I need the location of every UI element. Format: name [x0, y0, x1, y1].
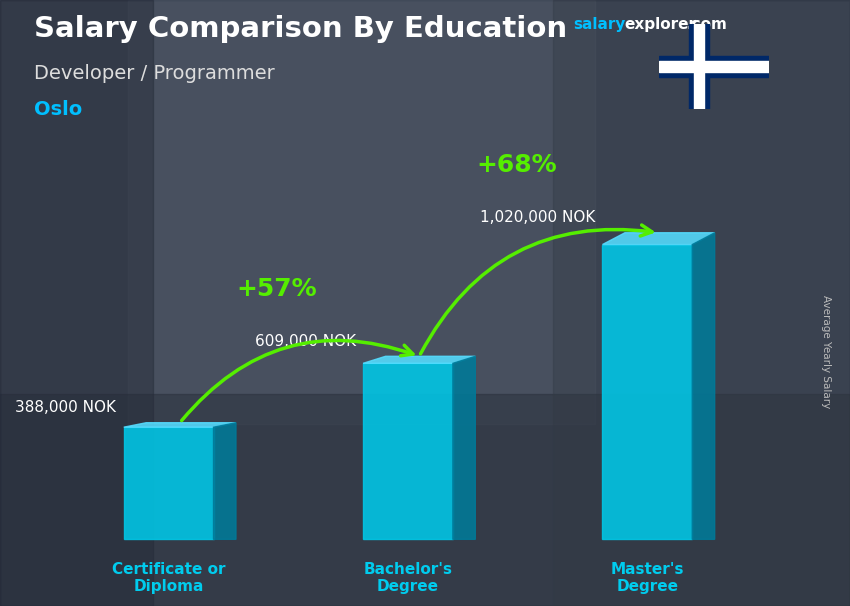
Bar	[552, 0, 850, 606]
Text: Developer / Programmer: Developer / Programmer	[34, 64, 275, 82]
Polygon shape	[363, 356, 475, 364]
Text: 1,020,000 NOK: 1,020,000 NOK	[479, 210, 595, 225]
Bar	[124, 427, 213, 539]
Text: Salary Comparison By Education: Salary Comparison By Education	[34, 15, 567, 43]
Text: Master's
Degree: Master's Degree	[610, 562, 684, 594]
Bar	[603, 245, 692, 539]
Bar	[0, 0, 153, 606]
Text: Certificate or
Diploma: Certificate or Diploma	[112, 562, 225, 594]
Text: +68%: +68%	[476, 153, 557, 177]
Polygon shape	[603, 233, 715, 245]
Text: 609,000 NOK: 609,000 NOK	[254, 334, 355, 349]
Text: explorer: explorer	[625, 17, 697, 32]
Bar	[688, 24, 709, 109]
Polygon shape	[124, 423, 236, 427]
Polygon shape	[453, 356, 475, 539]
Polygon shape	[692, 233, 715, 539]
Bar	[659, 61, 769, 72]
Text: .com: .com	[687, 17, 728, 32]
Bar	[128, 0, 595, 424]
Text: Oslo: Oslo	[34, 100, 82, 119]
Text: +57%: +57%	[237, 277, 317, 301]
Text: Bachelor's
Degree: Bachelor's Degree	[364, 562, 452, 594]
Bar	[363, 364, 453, 539]
Text: Average Yearly Salary: Average Yearly Salary	[821, 295, 831, 408]
Bar	[0, 394, 850, 606]
Polygon shape	[213, 423, 236, 539]
Text: 388,000 NOK: 388,000 NOK	[15, 400, 116, 415]
Bar	[694, 24, 704, 109]
Text: salary: salary	[574, 17, 626, 32]
Bar	[659, 56, 769, 77]
